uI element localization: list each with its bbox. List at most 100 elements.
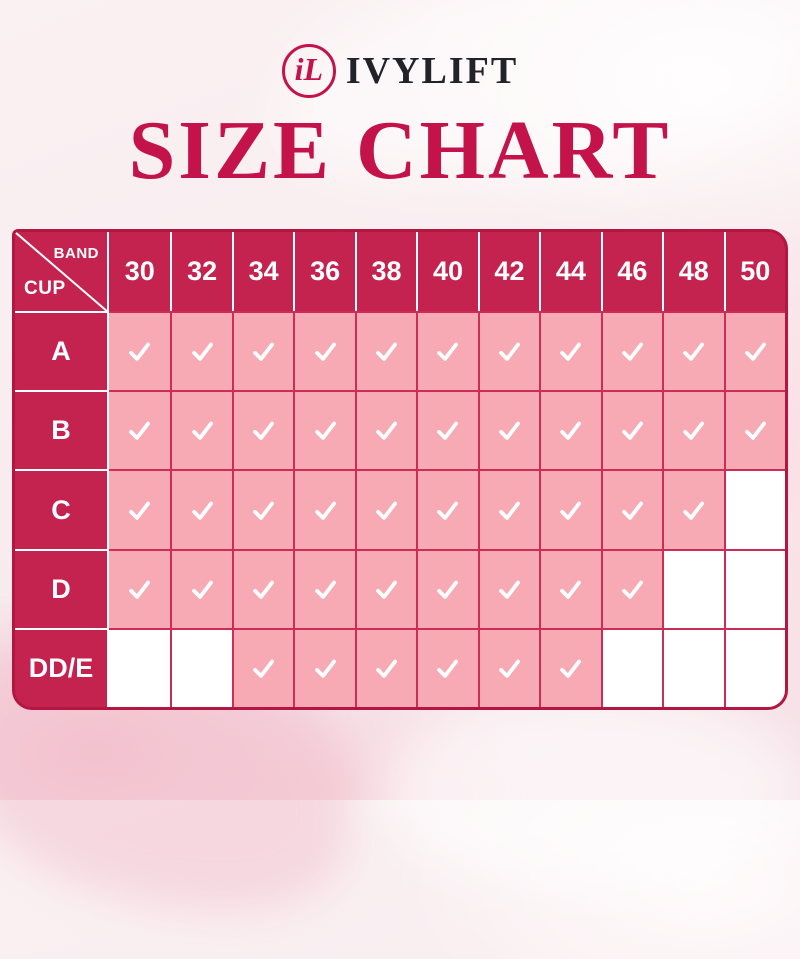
checkmark-icon: [191, 342, 213, 362]
size-cell: [231, 311, 294, 391]
cup-label-cell: DD/E: [15, 627, 109, 707]
size-cell: [293, 390, 355, 470]
size-cell: [293, 548, 355, 628]
size-cell: [477, 469, 540, 549]
checkmark-icon: [499, 422, 520, 441]
size-cell: [416, 469, 478, 549]
brand-monogram: iL: [294, 51, 324, 87]
size-cell: [662, 627, 724, 707]
band-header-cell: 38: [354, 232, 417, 312]
band-header-cell: 36: [293, 232, 355, 312]
checkmark-icon: [314, 422, 336, 441]
size-cell: [539, 548, 601, 628]
brand-name: IVYLIFT: [345, 50, 519, 92]
size-cell: [231, 469, 294, 549]
brand-logo-icon: iL: [281, 44, 336, 98]
band-header-cell: 32: [170, 232, 232, 312]
page-title: SIZE CHART: [128, 104, 672, 197]
size-cell: [477, 548, 540, 628]
size-cell: [600, 311, 663, 391]
size-cell: [109, 627, 171, 707]
checkmark-icon: [253, 501, 275, 520]
checkmark-icon: [376, 422, 397, 441]
checkmark-icon: [621, 422, 643, 441]
size-cell: [170, 548, 232, 628]
size-cell: [477, 311, 540, 391]
size-cell: [109, 469, 171, 549]
checkmark-icon: [314, 580, 336, 599]
size-cell: [662, 548, 724, 628]
size-cell: [109, 390, 171, 470]
size-table: BAND CUP 30 32 34 36 38 40 42 44 46 48 50 A B C D DD/E: [12, 229, 788, 710]
size-cell: [293, 469, 355, 549]
checkmark-icon: [253, 422, 275, 441]
checkmark-icon: [253, 342, 275, 362]
band-header-cell: 44: [539, 232, 601, 312]
checkmark-icon: [191, 422, 213, 441]
checkmark-icon: [376, 501, 397, 520]
checkmark-icon: [499, 580, 520, 599]
checkmark-icon: [621, 580, 643, 599]
checkmark-icon: [376, 580, 397, 599]
size-cell: [600, 469, 663, 549]
band-header-cell: 48: [662, 232, 724, 312]
size-cell: [170, 469, 232, 549]
checkmark-icon: [314, 501, 336, 520]
size-cell: [477, 390, 540, 470]
size-cell: [723, 548, 785, 628]
size-cell: [416, 627, 478, 707]
checkmark-icon: [437, 342, 459, 362]
size-cell: [539, 390, 601, 470]
checkmark-icon: [314, 659, 336, 678]
size-cell: [170, 627, 232, 707]
size-cell: [354, 390, 417, 470]
size-cell: [600, 390, 663, 470]
checkmark-icon: [499, 342, 520, 362]
checkmark-icon: [560, 580, 582, 599]
band-header-cell: 40: [416, 232, 478, 312]
size-cell: [662, 311, 724, 391]
size-cell: [539, 311, 601, 391]
size-cell: [109, 311, 171, 391]
cup-label-cell: D: [15, 548, 109, 628]
size-cell: [231, 548, 294, 628]
checkmark-icon: [437, 580, 459, 599]
checkmark-icon: [253, 580, 275, 599]
size-cell: [477, 627, 540, 707]
checkmark-icon: [560, 342, 582, 362]
corner-cup-label: CUP: [24, 278, 66, 300]
size-cell: [416, 548, 478, 628]
size-cell: [723, 390, 785, 470]
size-cell: [662, 469, 724, 549]
size-cell: [416, 390, 478, 470]
checkmark-icon: [376, 342, 397, 362]
band-header-cell: 34: [231, 232, 294, 312]
size-cell: [231, 390, 294, 470]
checkmark-icon: [560, 422, 582, 441]
cup-label-cell: B: [15, 390, 109, 470]
checkmark-icon: [744, 342, 766, 362]
checkmark-icon: [129, 422, 151, 441]
checkmark-icon: [437, 501, 459, 520]
size-cell: [293, 311, 355, 391]
checkmark-icon: [499, 501, 520, 520]
size-cell: [293, 627, 355, 707]
checkmark-icon: [621, 342, 643, 362]
checkmark-icon: [683, 501, 705, 520]
brand-header: iL IVYLIFT: [0, 44, 800, 98]
background-highlight: [380, 690, 800, 890]
size-cell: [600, 548, 663, 628]
size-cell: [600, 627, 663, 707]
size-cell: [170, 390, 232, 470]
size-cell: [539, 469, 601, 549]
checkmark-icon: [499, 659, 520, 678]
size-cell: [354, 469, 417, 549]
checkmark-icon: [191, 580, 213, 599]
checkmark-icon: [560, 659, 582, 678]
size-cell: [170, 311, 232, 391]
checkmark-icon: [437, 422, 459, 441]
checkmark-icon: [314, 342, 336, 362]
checkmark-icon: [621, 501, 643, 520]
size-cell: [539, 627, 601, 707]
checkmark-icon: [129, 342, 151, 362]
